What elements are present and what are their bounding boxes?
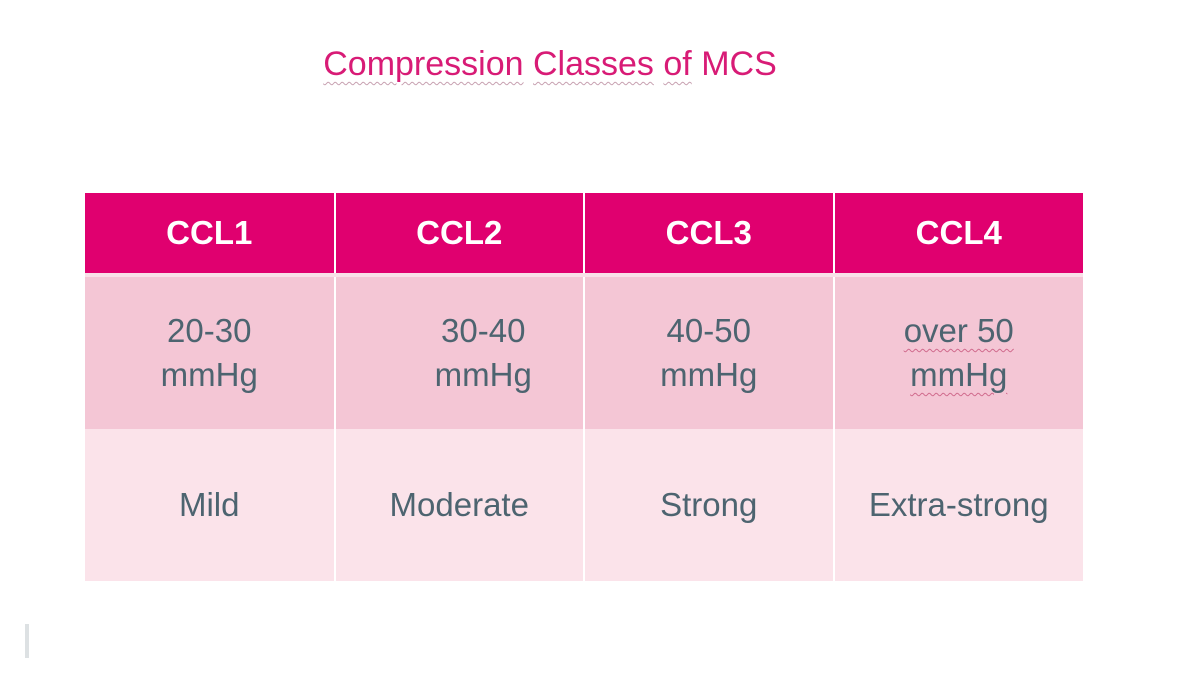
slide-title: Compression Classes of MCS [0,44,1100,84]
pressure-unit: mmHg [434,356,532,393]
pressure-cell-ccl4: over 50 mmHg [832,273,1083,429]
pressure-cell-ccl3: 40-50 mmHg [583,273,835,429]
strength-cell-ccl1: Mild [85,429,336,581]
pressure-cell-ccl1: 20-30 mmHg [85,273,336,429]
pressure-range: 30-40 [441,312,526,349]
header-ccl4: CCL4 [832,193,1083,275]
title-word-mcs: MCS [701,45,777,83]
pressure-unit: mmHg [160,356,258,393]
header-ccl3: CCL3 [583,193,835,275]
pressure-unit: mmHg [660,356,758,393]
pressure-cell-ccl2: 30-40 mmHg [333,273,585,429]
title-word-classes: Classes [533,45,654,83]
compression-classes-table: CCL1 CCL2 CCL3 CCL4 20-30 mmHg 30-40 mmH… [85,193,1083,581]
pressure-row: 20-30 mmHg 30-40 mmHg 40-50 mmHg over 50… [85,273,1083,429]
title-word-compression: Compression [323,45,524,83]
strength-cell-ccl3: Strong [583,429,835,581]
watermark-mark [25,624,29,658]
strength-cell-ccl4: Extra-strong [832,429,1083,581]
pressure-unit: mmHg [910,356,1008,393]
table-header-row: CCL1 CCL2 CCL3 CCL4 [85,193,1083,275]
strength-row: Mild Moderate Strong Extra-strong [85,429,1083,581]
pressure-range: 20-30 [167,312,252,349]
pressure-range: over 50 [903,312,1014,349]
title-word-of: of [663,45,692,83]
pressure-range: 40-50 [666,312,751,349]
strength-cell-ccl2: Moderate [333,429,585,581]
header-ccl2: CCL2 [333,193,585,275]
header-ccl1: CCL1 [85,193,336,275]
